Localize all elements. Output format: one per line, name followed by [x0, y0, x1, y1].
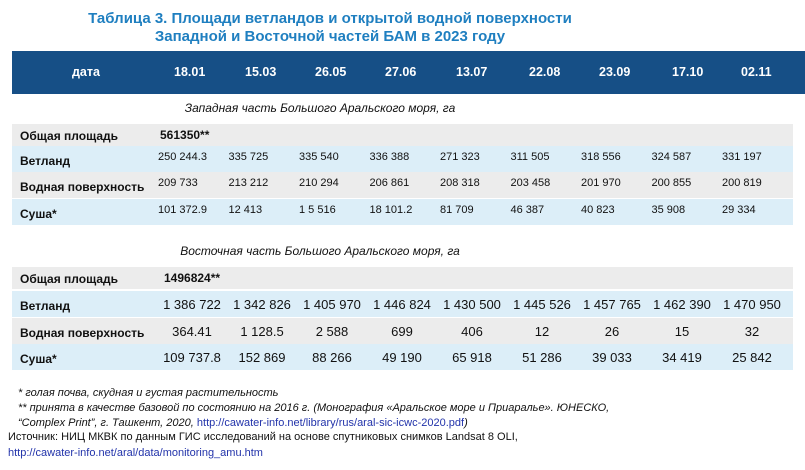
header-date: 27.06 — [385, 65, 417, 79]
header-date: 18.01 — [174, 65, 206, 79]
cell-value: 65 918 — [452, 350, 492, 365]
header-date: 23.09 — [599, 65, 631, 79]
west-subtitle: Западная часть Большого Аральского моря,… — [184, 101, 456, 115]
cell-value: 35 908 — [651, 204, 686, 216]
cell-value: 1 342 826 — [233, 297, 291, 312]
row-label: Общая площадь — [20, 129, 119, 143]
cell-value: 331 197 — [722, 151, 762, 163]
cell-value: 34 419 — [662, 350, 702, 365]
cell-value: 29 334 — [722, 204, 756, 216]
cell-value: 208 318 — [440, 177, 480, 189]
row-label: Ветланд — [20, 299, 71, 313]
west-total-row: Общая площадь 561350** — [12, 124, 793, 146]
row-label: Водная поверхность — [20, 326, 145, 340]
cell-value: 1 430 500 — [443, 297, 501, 312]
east-data-row: Суша* 109 737.8 152 869 88 266 49 190 65 918 5… — [12, 344, 793, 370]
cell-value: 318 556 — [581, 151, 621, 163]
cell-value: 271 323 — [440, 151, 480, 163]
footnote-1: * голая почва, скудная и густая растител… — [18, 387, 279, 399]
cell-value: 1 457 765 — [583, 297, 641, 312]
cell-value: 18 101.2 — [369, 204, 413, 216]
cell-value: 12 — [534, 324, 550, 339]
cell-value: 49 190 — [382, 350, 422, 365]
cell-value: 39 033 — [592, 350, 632, 365]
cell-value: 46 387 — [510, 204, 545, 216]
cell-value: 1 470 950 — [723, 297, 781, 312]
cell-value: 26 — [604, 324, 620, 339]
total-value: 1496824** — [164, 271, 221, 285]
cell-value: 40 823 — [581, 204, 615, 216]
cell-value: 200 819 — [722, 177, 762, 189]
footnote-3: “Complex Print”, г. Ташкент, 2020, http:… — [18, 417, 468, 429]
header-date: 22.08 — [529, 65, 561, 79]
source-text: Источник: НИЦ МКВК по данным ГИС исследо… — [8, 431, 518, 443]
cell-value: 206 861 — [369, 177, 410, 189]
cell-value: 2 588 — [315, 324, 349, 339]
cell-value: 1 405 970 — [303, 297, 361, 312]
cell-value: 364.41 — [172, 324, 212, 339]
cell-value: 335 540 — [299, 151, 339, 163]
cell-value: 15 — [674, 324, 690, 339]
east-data-row: Водная поверхность 364.41 1 128.5 2 588 699 4… — [12, 318, 793, 344]
cell-value: 88 266 — [312, 350, 352, 365]
cell-value: 201 970 — [581, 177, 621, 189]
east-data-row: Ветланд 1 386 722 1 342 826 1 405 970 1 446 … — [12, 291, 793, 317]
cell-value: 335 725 — [228, 151, 269, 163]
cell-value: 1 128.5 — [240, 324, 284, 339]
total-value: 561350** — [160, 128, 210, 142]
row-label: Суша* — [20, 207, 57, 221]
cell-value: 152 869 — [238, 350, 286, 365]
cell-value: 699 — [391, 324, 413, 339]
header-date: 15.03 — [245, 65, 277, 79]
east-subtitle: Восточная часть Большого Аральского моря… — [180, 244, 460, 258]
cell-value: 1 386 722 — [163, 297, 221, 312]
cell-value: 1 446 824 — [373, 297, 431, 312]
row-label: Общая площадь — [20, 272, 119, 286]
cell-value: 200 855 — [651, 177, 692, 189]
header-date: 17.10 — [672, 65, 704, 79]
footnote-2: ** принята в качестве базовой по состоян… — [18, 402, 610, 414]
cell-value: 406 — [461, 324, 483, 339]
row-label: Ветланд — [20, 154, 71, 168]
cell-value: 25 842 — [732, 350, 772, 365]
west-data-row: Ветланд 250 244.3 335 725 335 540 336 388 271… — [12, 146, 793, 172]
cell-value: 311 505 — [510, 151, 550, 163]
cell-value: 203 458 — [510, 177, 551, 189]
header-date: 02.11 — [741, 65, 772, 79]
monograph-link[interactable]: http://cawater-info.net/library/rus/aral… — [196, 417, 465, 429]
cell-value: 81 709 — [440, 204, 474, 216]
cell-value: 51 286 — [522, 350, 562, 365]
cell-value: 324 587 — [651, 151, 692, 163]
source-link[interactable]: http://cawater-info.net/aral/data/monito… — [8, 447, 263, 459]
east-total-row: Общая площадь 1496824** — [12, 267, 793, 289]
header-date-label: дата — [72, 65, 100, 79]
cell-value: 336 388 — [369, 151, 410, 163]
cell-value: 109 737.8 — [163, 350, 221, 365]
header-date: 26.05 — [315, 65, 347, 79]
cell-value: 32 — [744, 324, 760, 339]
cell-value: 213 212 — [228, 177, 269, 189]
table-title: Таблица 3. Площади ветландов и открытой … — [88, 10, 572, 45]
cell-value: 250 244.3 — [158, 151, 207, 163]
west-data-row: Водная поверхность 209 733 213 212 210 294 2… — [12, 172, 793, 198]
table-header: дата 18.01 15.03 26.05 27.06 13.07 22.08 23.09… — [12, 51, 805, 94]
cell-value: 12 413 — [228, 204, 263, 216]
cell-value: 1 445 526 — [513, 297, 571, 312]
cell-value: 101 372.9 — [158, 204, 207, 216]
header-date: 13.07 — [456, 65, 488, 79]
row-label: Водная поверхность — [20, 180, 145, 194]
cell-value: 1 462 390 — [653, 297, 711, 312]
west-data-row: Суша* 101 372.9 12 413 1 5 516 18 101.2 81 70… — [12, 199, 793, 225]
cell-value: 210 294 — [299, 177, 339, 189]
row-label: Суша* — [20, 352, 57, 366]
cell-value: 209 733 — [158, 177, 198, 189]
cell-value: 1 5 516 — [299, 204, 336, 216]
